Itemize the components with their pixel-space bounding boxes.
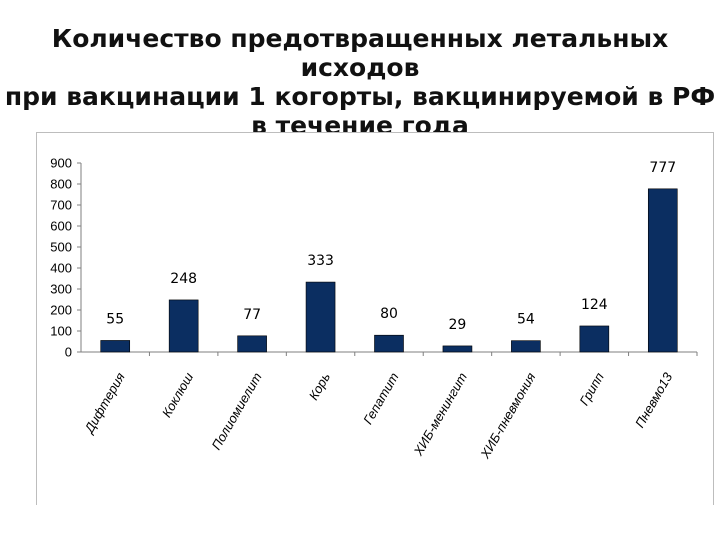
y-tick-label: 400 [50,261,72,276]
category-label: Коклюш [159,370,197,420]
category-label: Полиомиелит [208,370,264,453]
y-tick-label: 800 [50,177,72,192]
chart-frame [36,132,714,505]
data-label: 54 [517,312,535,328]
chart-title: Количество предотвращенных летальных исх… [0,24,720,140]
category-label: ХИБ-менингит [410,370,470,459]
data-label: 333 [307,253,334,269]
data-label: 29 [449,317,467,333]
category-label: Дифтерия [80,370,127,437]
title-line-1: Количество предотвращенных летальных исх… [51,24,669,82]
y-tick-label: 300 [50,282,72,297]
y-tick-label: 700 [50,198,72,213]
category-label: ХИБ-пневмония [477,370,539,462]
data-labels: 55 248 77 333 80 29 54 124 777 [106,160,676,333]
data-label: 77 [243,307,261,323]
bars [100,188,678,353]
bar [647,188,678,353]
category-label: Грипп [576,370,607,408]
bar [237,335,267,353]
category-labels: Дифтерия Коклюш Полиомиелит Корь Гепатит ХИБ-… [80,369,675,461]
data-label: 248 [170,271,197,287]
y-tick-label: 900 [50,156,72,171]
category-label: Гепатит [360,370,402,427]
data-label: 55 [106,311,124,327]
y-tick-label: 100 [50,324,72,339]
y-tick-label: 500 [50,240,72,255]
data-label: 124 [581,297,608,313]
data-label: 777 [649,160,676,176]
bar [511,340,541,353]
y-tick-label: 600 [50,219,72,234]
bar [579,325,610,353]
category-label: Пневмо13 [632,369,676,430]
data-label: 80 [380,306,398,322]
y-tick-label: 200 [50,303,72,318]
bar [100,340,131,353]
bar [168,299,199,353]
y-tick-label: 0 [65,345,72,360]
bar [374,334,404,353]
bar [442,345,473,353]
bar [305,281,336,353]
title-line-2: при вакцинации 1 когорты, вакцинируемой … [4,82,716,111]
category-label: Корь [306,370,334,403]
